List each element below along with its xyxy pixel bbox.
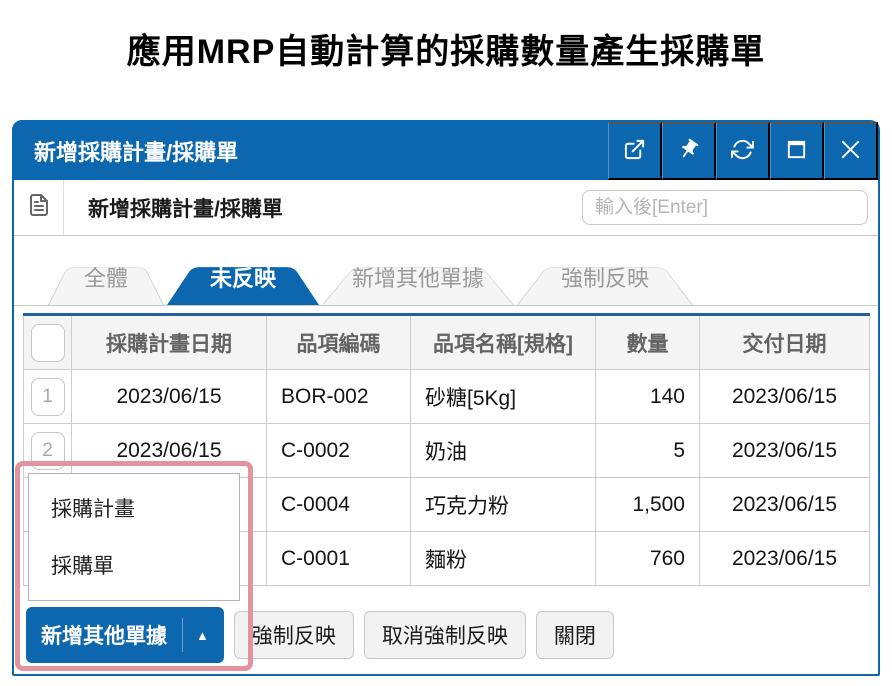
close-dialog-button[interactable]: 關閉 — [535, 611, 614, 659]
item-name-cell: 麵粉 — [410, 531, 596, 586]
external-link-icon — [623, 138, 646, 164]
item-code-cell: C-0001 — [266, 531, 411, 586]
close-icon — [839, 138, 862, 164]
item-name-cell: 巧克力粉 — [410, 477, 596, 532]
item-code-cell: C-0004 — [266, 477, 411, 532]
add-document-popup-menu: 採購計畫 採購單 — [28, 473, 240, 601]
menu-item-purchase-order[interactable]: 採購單 — [51, 554, 114, 578]
col-delivery-date: 交付日期 — [699, 314, 870, 370]
breadcrumb-title: 新增採購計畫/採購單 — [88, 197, 283, 221]
item-name-cell: 奶油 — [410, 423, 596, 478]
col-plan-date: 採購計畫日期 — [71, 314, 267, 370]
cancel-force-reflect-button[interactable]: 取消強制反映 — [363, 611, 526, 659]
menu-item-purchase-plan[interactable]: 採購計畫 — [51, 497, 135, 521]
tab-label: 未反映 — [209, 265, 276, 291]
document-icon-cell — [14, 180, 64, 235]
chevron-up-icon: ▲ — [196, 627, 209, 643]
item-code-cell: C-0002 — [266, 423, 411, 478]
table-header-row: 採購計畫日期 品項編碼 品項名稱[規格] 數量 交付日期 — [23, 314, 870, 370]
dialog-footer: 新增其他單據 ▲ 強制反映 取消強制反映 關閉 — [26, 607, 866, 663]
refresh-button[interactable] — [716, 122, 770, 180]
pin-button[interactable] — [662, 122, 716, 180]
qty-cell: 1,500 — [595, 477, 700, 532]
col-item-name: 品項名稱[規格] — [410, 314, 596, 370]
qty-cell: 140 — [595, 369, 700, 424]
dialog-subheader: 新增採購計畫/採購單 — [14, 180, 878, 236]
delivery-date-cell: 2023/06/15 — [699, 369, 870, 424]
dialog-titlebar: 新增採購計畫/採購單 — [14, 122, 878, 180]
page-title: 應用MRP自動計算的採購數量產生採購單 — [126, 33, 766, 71]
qty-cell: 5 — [595, 423, 700, 478]
open-new-window-button[interactable] — [608, 122, 662, 180]
close-button[interactable] — [824, 122, 878, 180]
tab-all[interactable]: 全體 — [48, 248, 164, 305]
tab-force-reflect[interactable]: 強制反映 — [517, 248, 693, 305]
dialog-title: 新增採購計畫/採購單 — [34, 140, 239, 165]
document-icon — [27, 192, 51, 223]
tab-label: 新增其他單據 — [351, 265, 484, 291]
titlebar-actions — [608, 122, 878, 180]
select-all-cell — [23, 314, 72, 370]
qty-cell: 760 — [595, 531, 700, 586]
delivery-date-cell: 2023/06/15 — [699, 477, 870, 532]
col-qty: 數量 — [595, 314, 700, 370]
refresh-icon — [731, 138, 754, 164]
dropdown-button-label: 新增其他單據 — [41, 625, 167, 648]
col-item-code: 品項編碼 — [266, 314, 411, 370]
plan-date-cell: 2023/06/15 — [71, 369, 267, 424]
tab-add-other-documents[interactable]: 新增其他單據 — [322, 248, 514, 305]
select-all-checkbox[interactable] — [30, 323, 65, 362]
item-code-cell: BOR-002 — [266, 369, 411, 424]
maximize-icon — [785, 138, 808, 164]
row-number[interactable]: 1 — [30, 377, 65, 416]
maximize-button[interactable] — [770, 122, 824, 180]
item-name-cell: 砂糖[5Kg] — [410, 369, 596, 424]
delivery-date-cell: 2023/06/15 — [699, 531, 870, 586]
table-row[interactable]: 2 2023/06/15 C-0002 奶油 5 2023/06/15 — [23, 423, 870, 478]
row-number[interactable]: 2 — [30, 431, 65, 470]
tab-label: 全體 — [83, 265, 128, 291]
table-row[interactable]: 1 2023/06/15 BOR-002 砂糖[5Kg] 140 2023/06… — [23, 369, 870, 424]
add-other-documents-dropdown-button[interactable]: 新增其他單據 ▲ — [26, 607, 224, 663]
tab-not-reflected[interactable]: 未反映 — [167, 248, 319, 305]
pin-icon — [677, 138, 700, 164]
tab-bar: 全體 未反映 新增其他單據 強制反映 — [14, 236, 878, 306]
force-reflect-button[interactable]: 強制反映 — [233, 611, 354, 659]
plan-date-cell: 2023/06/15 — [71, 423, 267, 478]
delivery-date-cell: 2023/06/15 — [699, 423, 870, 478]
button-divider — [182, 618, 183, 652]
quick-search-input[interactable] — [582, 190, 868, 225]
tab-label: 強制反映 — [560, 265, 649, 291]
